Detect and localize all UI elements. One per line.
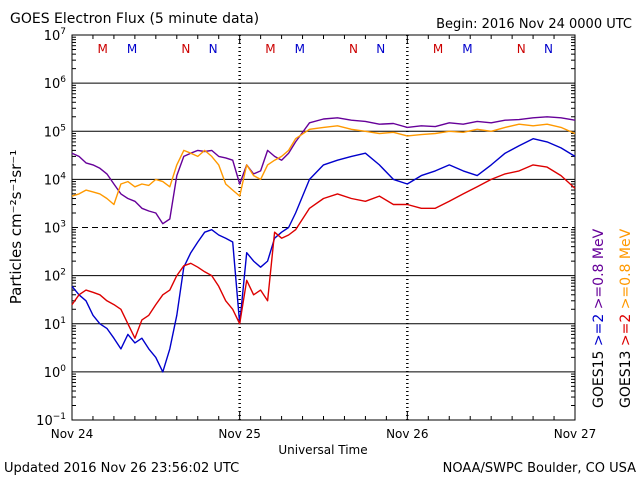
- y-tick-label: 101: [44, 316, 66, 333]
- y-tick-label: 100: [44, 364, 67, 381]
- x-tick-label: Nov 27: [554, 427, 597, 441]
- marker-label: M: [462, 42, 472, 56]
- series-lines: [71, 116, 576, 373]
- marker-label: M: [265, 42, 275, 56]
- y-tick-label: 105: [44, 123, 66, 140]
- legend: GOES15 >=2 >=0.8 MeV GOES13 >=2 >=0.8 Me…: [591, 228, 634, 408]
- marker-label: M: [98, 42, 108, 56]
- marker-label: N: [209, 42, 218, 56]
- marker-label: N: [376, 42, 385, 56]
- y-tick-label: 10−1: [36, 412, 66, 429]
- updated-timestamp: Updated 2016 Nov 26 23:56:02 UTC: [4, 461, 239, 476]
- y-axis-label: Particles cm⁻²s⁻¹sr⁻¹: [7, 150, 25, 304]
- credit-label: NOAA/SWPC Boulder, CO USA: [443, 461, 636, 476]
- axis-ticks: [71, 35, 576, 420]
- series-line-3: [71, 137, 576, 373]
- chart-title: GOES Electron Flux (5 minute data): [10, 11, 259, 27]
- x-tick-label: Nov 24: [51, 427, 94, 441]
- y-tick-label: 102: [44, 268, 66, 285]
- y-tick-labels: 10−1 100 101 102 103 104 105 106 107: [36, 27, 66, 429]
- y-tick-label: 106: [44, 75, 67, 92]
- series-line-4: [71, 164, 576, 339]
- marker-label: M: [127, 42, 137, 56]
- marker-label: N: [349, 42, 358, 56]
- legend-goes15: GOES15 >=2 >=0.8 MeV: [591, 228, 607, 408]
- marker-label: N: [181, 42, 190, 56]
- series-line-1: [71, 116, 576, 225]
- x-tick-label: Nov 26: [386, 427, 429, 441]
- marker-label: M: [295, 42, 305, 56]
- begin-time-label: Begin: 2016 Nov 24 0000 UTC: [436, 17, 632, 32]
- marker-label: N: [544, 42, 553, 56]
- x-axis-label: Universal Time: [278, 443, 367, 457]
- legend-goes13: GOES13 >=2 >=0.8 MeV: [618, 228, 634, 408]
- x-tick-label: Nov 25: [218, 427, 261, 441]
- marker-label: N: [517, 42, 526, 56]
- y-tick-label: 104: [44, 171, 67, 188]
- x-tick-labels: Nov 24 Nov 25 Nov 26 Nov 27: [51, 427, 597, 441]
- y-tick-label: 103: [44, 220, 66, 237]
- y-tick-label: 107: [44, 27, 66, 44]
- marker-label: M: [433, 42, 443, 56]
- series-line-2: [71, 123, 576, 206]
